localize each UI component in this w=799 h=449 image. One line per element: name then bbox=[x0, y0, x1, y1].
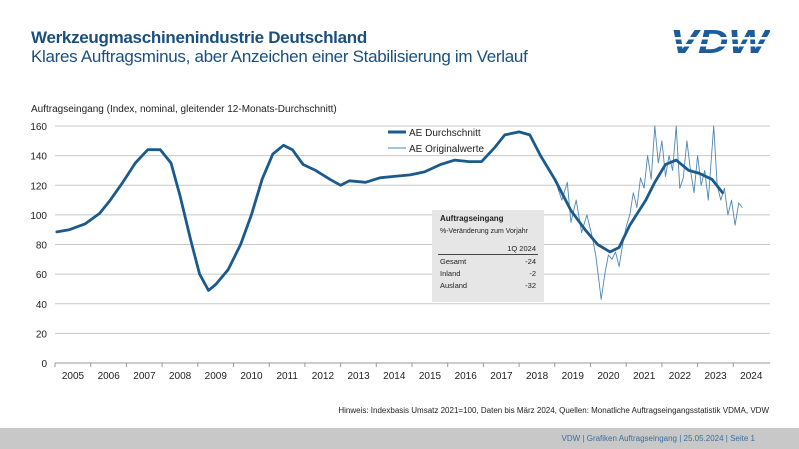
series-line-ae-durchschnitt bbox=[55, 130, 724, 292]
row-value: -24 bbox=[525, 257, 536, 266]
legend-label-durchschnitt: AE Durchschnitt bbox=[409, 128, 481, 139]
row-value: -2 bbox=[529, 269, 536, 278]
y-tick-label: 20 bbox=[36, 329, 48, 340]
footer-text: VDW | Grafiken Auftragseingang | 25.05.2… bbox=[561, 434, 755, 443]
x-tick-label: 2022 bbox=[669, 371, 692, 382]
x-tick-label: 2021 bbox=[633, 371, 656, 382]
x-tick-label: 2019 bbox=[562, 371, 585, 382]
svg-text:VDW: VDW bbox=[670, 26, 770, 56]
y-tick-label: 140 bbox=[30, 152, 47, 163]
inset-column-header: 1Q 2024 bbox=[507, 244, 536, 253]
x-tick-label: 2005 bbox=[62, 371, 85, 382]
legend-label-originalwerte: AE Originalwerte bbox=[409, 144, 484, 155]
x-tick-label: 2010 bbox=[240, 371, 263, 382]
x-tick-label: 2020 bbox=[597, 371, 620, 382]
inset-table: Auftragseingang %-Veränderung zum Vorjah… bbox=[432, 210, 544, 302]
table-row: Ausland -32 bbox=[440, 281, 536, 293]
source-note: Hinweis: Indexbasis Umsatz 2021=100, Dat… bbox=[338, 406, 769, 415]
x-tick-label: 2016 bbox=[455, 371, 478, 382]
x-tick-label: 2023 bbox=[704, 371, 727, 382]
row-label: Gesamt bbox=[440, 257, 467, 266]
x-tick-label: 2012 bbox=[312, 371, 335, 382]
x-tick-label: 2024 bbox=[740, 371, 763, 382]
table-row: Inland -2 bbox=[440, 269, 536, 281]
y-tick-label: 100 bbox=[30, 211, 47, 222]
row-value: -32 bbox=[525, 281, 536, 290]
line-chart: 0 20 40 60 80 100 120 140 160 2005 2006 2007 2008 200… bbox=[30, 122, 770, 382]
y-tick-label: 160 bbox=[30, 122, 47, 133]
x-tick-label: 2008 bbox=[169, 371, 192, 382]
page-subtitle: Klares Auftragsminus, aber Anzeichen ein… bbox=[31, 47, 528, 66]
vdw-logo: VDW bbox=[668, 26, 770, 56]
y-axis-label: Auftragseingang (Index, nominal, gleiten… bbox=[31, 104, 337, 115]
x-tick-label: 2015 bbox=[419, 371, 442, 382]
y-tick-label: 0 bbox=[41, 359, 47, 370]
page-title: Werkzeugmaschinenindustrie Deutschland bbox=[31, 28, 367, 47]
y-tick-label: 40 bbox=[36, 300, 48, 311]
x-tick-label: 2007 bbox=[133, 371, 156, 382]
row-label: Ausland bbox=[440, 281, 468, 290]
y-tick-label: 80 bbox=[36, 241, 48, 252]
inset-divider bbox=[438, 254, 538, 255]
x-tick-label: 2013 bbox=[347, 371, 370, 382]
series-line-ae-originalwerte bbox=[554, 125, 743, 300]
table-row: Gesamt -24 bbox=[440, 257, 536, 269]
x-tick-label: 2017 bbox=[490, 371, 513, 382]
row-label: Inland bbox=[440, 269, 461, 278]
x-tick-label: 2009 bbox=[205, 371, 228, 382]
x-tick-label: 2014 bbox=[383, 371, 406, 382]
inset-subtitle: %-Veränderung zum Vorjahr bbox=[440, 228, 528, 235]
y-tick-label: 120 bbox=[30, 181, 47, 192]
inset-title: Auftragseingang bbox=[440, 214, 504, 223]
x-tick-label: 2018 bbox=[526, 371, 549, 382]
y-tick-label: 60 bbox=[36, 270, 48, 281]
x-tick-label: 2011 bbox=[276, 371, 298, 382]
footer-bar: VDW | Grafiken Auftragseingang | 25.05.2… bbox=[0, 428, 799, 449]
x-tick-label: 2006 bbox=[98, 371, 121, 382]
